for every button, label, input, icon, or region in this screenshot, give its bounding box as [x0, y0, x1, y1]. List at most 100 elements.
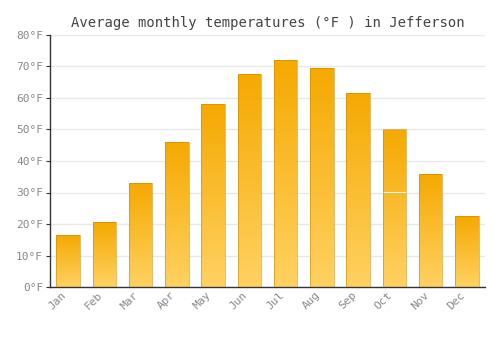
- Bar: [274, 185, 297, 187]
- Bar: [382, 147, 406, 148]
- Bar: [419, 263, 442, 264]
- Bar: [129, 232, 152, 233]
- Bar: [202, 161, 225, 163]
- Bar: [346, 202, 370, 204]
- Bar: [56, 240, 80, 241]
- Bar: [346, 254, 370, 256]
- Bar: [165, 231, 188, 232]
- Bar: [310, 278, 334, 280]
- Bar: [382, 270, 406, 271]
- Bar: [310, 173, 334, 175]
- Bar: [382, 210, 406, 211]
- Bar: [238, 162, 261, 164]
- Bar: [202, 234, 225, 236]
- Bar: [274, 128, 297, 131]
- Bar: [310, 153, 334, 156]
- Bar: [346, 113, 370, 114]
- Bar: [202, 276, 225, 278]
- Bar: [238, 79, 261, 81]
- Bar: [92, 259, 116, 260]
- Bar: [165, 152, 188, 154]
- Bar: [129, 213, 152, 214]
- Bar: [92, 277, 116, 278]
- Bar: [310, 208, 334, 210]
- Bar: [310, 103, 334, 105]
- Bar: [56, 286, 80, 287]
- Bar: [419, 237, 442, 238]
- Bar: [165, 177, 188, 178]
- Bar: [310, 224, 334, 226]
- Bar: [455, 248, 478, 249]
- Bar: [274, 282, 297, 285]
- Bar: [419, 264, 442, 265]
- Bar: [455, 221, 478, 222]
- Bar: [455, 278, 478, 279]
- Bar: [165, 209, 188, 210]
- Bar: [56, 271, 80, 272]
- Bar: [202, 135, 225, 137]
- Bar: [419, 213, 442, 215]
- Bar: [165, 238, 188, 239]
- Bar: [346, 142, 370, 143]
- Bar: [455, 230, 478, 231]
- Bar: [92, 235, 116, 236]
- Bar: [382, 130, 406, 287]
- Bar: [129, 205, 152, 206]
- Bar: [310, 252, 334, 254]
- Bar: [310, 276, 334, 278]
- Bar: [202, 197, 225, 199]
- Bar: [382, 256, 406, 257]
- Bar: [129, 225, 152, 226]
- Bar: [455, 241, 478, 242]
- Bar: [310, 164, 334, 167]
- Bar: [165, 184, 188, 186]
- Bar: [310, 212, 334, 215]
- Bar: [419, 174, 442, 175]
- Bar: [382, 206, 406, 208]
- Bar: [419, 271, 442, 272]
- Bar: [202, 252, 225, 254]
- Bar: [202, 210, 225, 212]
- Bar: [455, 232, 478, 233]
- Bar: [238, 183, 261, 185]
- Bar: [92, 247, 116, 248]
- Bar: [202, 239, 225, 241]
- Bar: [274, 226, 297, 228]
- Bar: [129, 234, 152, 235]
- Bar: [346, 272, 370, 273]
- Bar: [129, 273, 152, 274]
- Bar: [129, 231, 152, 232]
- Bar: [165, 213, 188, 215]
- Bar: [202, 117, 225, 119]
- Bar: [346, 101, 370, 103]
- Bar: [202, 121, 225, 122]
- Bar: [455, 217, 478, 218]
- Bar: [92, 237, 116, 238]
- Bar: [274, 60, 297, 287]
- Bar: [56, 278, 80, 279]
- Bar: [346, 235, 370, 237]
- Bar: [129, 209, 152, 210]
- Bar: [274, 205, 297, 208]
- Bar: [92, 245, 116, 246]
- Bar: [382, 265, 406, 267]
- Bar: [238, 98, 261, 100]
- Bar: [346, 95, 370, 97]
- Bar: [92, 229, 116, 230]
- Bar: [310, 204, 334, 206]
- Bar: [310, 180, 334, 182]
- Bar: [202, 183, 225, 185]
- Bar: [202, 106, 225, 108]
- Bar: [165, 191, 188, 193]
- Bar: [165, 151, 188, 152]
- Bar: [274, 251, 297, 253]
- Bar: [238, 168, 261, 170]
- Bar: [56, 264, 80, 265]
- Bar: [419, 225, 442, 226]
- Bar: [274, 142, 297, 144]
- Bar: [346, 161, 370, 163]
- Bar: [274, 246, 297, 248]
- Bar: [382, 259, 406, 260]
- Bar: [346, 109, 370, 111]
- Bar: [310, 110, 334, 112]
